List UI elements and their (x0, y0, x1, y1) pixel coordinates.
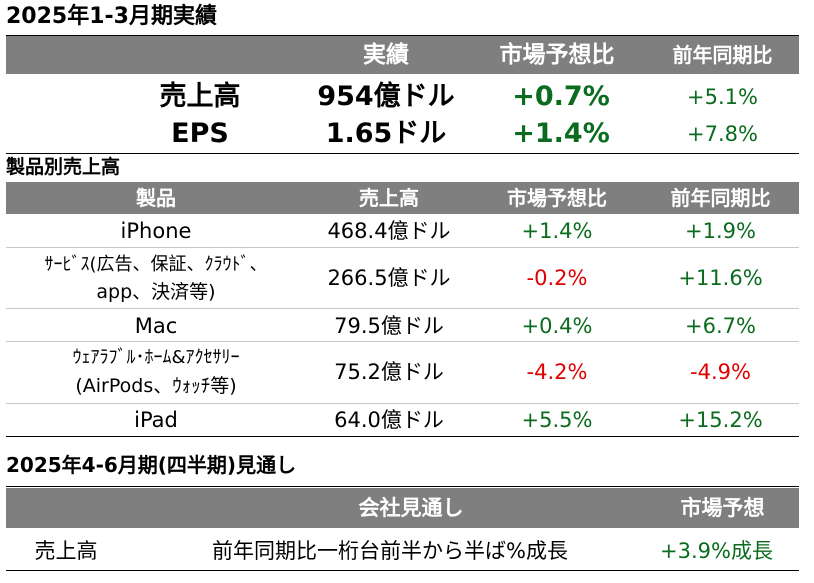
product-vs-forecast: +5.5% (521, 408, 593, 432)
products-title: 製品別売上高 (6, 156, 121, 178)
product-sales: 75.2億ドル (334, 360, 444, 384)
products-header-row: 製品 売上高 市場予想比 前年同期比 (6, 182, 799, 214)
summary-row-eps-label: EPS (171, 118, 229, 149)
header-company-outlook: 会社見通し (358, 496, 464, 520)
product-vs-forecast: +0.4% (521, 314, 593, 338)
header-yoy: 前年同期比 (672, 43, 773, 67)
product-name: ｻｰﾋﾞｽ(広告、保証、ｸﾗｳﾄﾞ、 (44, 254, 268, 275)
product-vs-forecast: -4.2% (526, 360, 588, 384)
header-actual: 実績 (363, 42, 409, 68)
outlook-header-row: 会社見通し 市場予想 (6, 488, 799, 528)
product-sales: 79.5億ドル (334, 314, 444, 338)
product-yoy: +1.9% (685, 219, 756, 243)
header-vs-forecast: 市場予想比 (507, 186, 607, 210)
header-market-forecast: 市場予想 (680, 496, 765, 520)
product-vs-forecast: -0.2% (526, 266, 588, 290)
row-divider (6, 403, 799, 404)
summary-row-eps-actual: 1.65ドル (325, 118, 447, 149)
outlook-bottom-line (6, 570, 799, 571)
outlook-company-value: 前年同期比一桁台前半から半ば%成長 (212, 539, 568, 563)
product-yoy: -4.9% (690, 360, 751, 384)
product-sales: 468.4億ドル (327, 219, 451, 243)
summary-header-row: 実績 市場予想比 前年同期比 (6, 36, 799, 74)
summary-row-eps-vs-forecast: +1.4% (512, 118, 610, 149)
product-yoy: +6.7% (685, 314, 756, 338)
summary-row-sales-vs-forecast: +0.7% (512, 81, 610, 112)
row-divider (6, 341, 799, 342)
products-bottom-line (6, 436, 799, 437)
summary-top-line (6, 35, 799, 36)
header-product: 製品 (136, 186, 176, 210)
header-vs-forecast: 市場予想比 (499, 42, 615, 68)
product-sales: 64.0億ドル (334, 408, 444, 432)
product-name: iPhone (120, 219, 192, 243)
outlook-market-value: +3.9%成長 (660, 539, 773, 563)
product-sales: 266.5億ドル (327, 266, 451, 290)
product-name: Mac (134, 314, 178, 338)
product-vs-forecast: +1.4% (521, 219, 593, 243)
row-divider (6, 308, 799, 309)
outlook-top-line (6, 486, 799, 487)
outlook-title: 2025年4-6月期(四半期)見通し (6, 453, 297, 477)
product-name-sub: (AirPods、ｳｫｯﾁ等) (75, 375, 237, 397)
summary-row-eps-yoy: +7.8% (687, 122, 758, 146)
products-top-line (6, 153, 799, 154)
product-yoy: +15.2% (678, 408, 763, 432)
summary-row-sales-label: 売上高 (159, 81, 241, 112)
summary-title: 2025年1-3月期実績 (6, 4, 217, 29)
header-sales: 売上高 (359, 186, 419, 210)
header-yoy: 前年同期比 (670, 186, 771, 210)
outlook-row-label: 売上高 (34, 539, 98, 563)
product-name-sub: app、決済等) (96, 281, 216, 303)
summary-row-sales-yoy: +5.1% (687, 85, 758, 109)
summary-row-sales-actual: 954億ドル (317, 81, 455, 112)
row-divider (6, 247, 799, 248)
product-yoy: +11.6% (678, 266, 763, 290)
product-name: ｳｪｱﾗﾌﾞﾙ･ﾎｰﾑ&ｱｸｾｻﾘｰ (72, 347, 240, 368)
product-name: iPad (134, 408, 178, 432)
